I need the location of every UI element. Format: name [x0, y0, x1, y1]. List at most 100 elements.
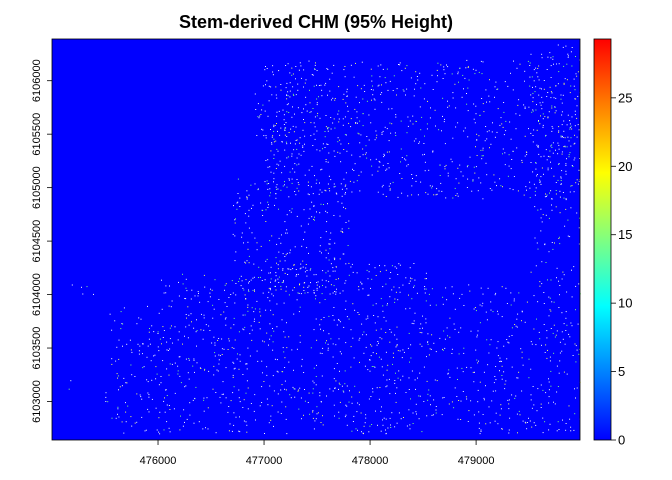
stem-point — [314, 116, 316, 118]
stem-point — [550, 91, 552, 93]
stem-point — [397, 196, 399, 198]
stem-point — [266, 332, 268, 334]
stem-point — [363, 352, 365, 354]
stem-point — [288, 268, 290, 270]
stem-point — [445, 287, 447, 289]
stem-point — [205, 427, 206, 429]
stem-point — [574, 388, 575, 390]
stem-point — [524, 155, 526, 157]
stem-point — [516, 318, 518, 320]
stem-point — [537, 301, 539, 303]
stem-point — [190, 313, 192, 315]
stem-point — [283, 331, 285, 333]
stem-point — [184, 335, 185, 337]
stem-point — [333, 319, 335, 321]
stem-point — [432, 151, 434, 153]
stem-point — [553, 97, 555, 99]
stem-point — [335, 278, 337, 280]
stem-point — [273, 425, 274, 427]
stem-point — [289, 252, 291, 254]
stem-point — [296, 148, 298, 150]
stem-point — [422, 327, 423, 329]
stem-point — [266, 68, 268, 69]
stem-point — [319, 182, 320, 184]
stem-point — [300, 397, 302, 399]
stem-point — [356, 111, 358, 113]
stem-point — [282, 253, 284, 255]
stem-point — [475, 113, 477, 115]
stem-point — [198, 292, 199, 294]
stem-point — [238, 389, 240, 391]
stem-point — [415, 71, 417, 73]
stem-point — [478, 177, 480, 179]
stem-point — [433, 342, 435, 344]
stem-point — [314, 126, 316, 128]
stem-point — [535, 344, 537, 346]
stem-point — [365, 417, 367, 419]
stem-point — [319, 286, 320, 288]
stem-point — [233, 347, 235, 349]
stem-point — [213, 365, 215, 367]
stem-point — [452, 92, 454, 94]
stem-point — [394, 298, 396, 300]
stem-point — [341, 353, 342, 355]
stem-point — [105, 392, 107, 394]
stem-point — [559, 352, 561, 354]
stem-point — [350, 366, 352, 368]
stem-point — [323, 317, 325, 318]
stem-point — [288, 196, 290, 198]
stem-point — [278, 276, 280, 278]
stem-point — [369, 370, 371, 372]
stem-point — [410, 77, 412, 79]
stem-point — [541, 88, 542, 90]
stem-point — [382, 305, 384, 307]
stem-point — [357, 122, 358, 124]
stem-point — [306, 270, 308, 271]
stem-point — [549, 356, 551, 358]
stem-point — [500, 408, 502, 410]
stem-point — [160, 382, 162, 384]
stem-point — [524, 135, 526, 137]
stem-point — [552, 248, 554, 250]
stem-point — [203, 399, 205, 401]
stem-point — [551, 126, 553, 128]
stem-point — [232, 392, 234, 394]
stem-point — [372, 94, 374, 96]
stem-point — [343, 93, 345, 95]
stem-point — [396, 344, 398, 346]
stem-point — [254, 394, 256, 396]
stem-point — [299, 335, 301, 337]
stem-point — [441, 190, 443, 192]
stem-point — [457, 418, 459, 420]
stem-point — [408, 377, 410, 379]
stem-point — [167, 350, 169, 351]
stem-point — [368, 263, 370, 265]
stem-point — [536, 175, 538, 177]
y-tick-label: 6105500 — [31, 113, 43, 156]
stem-point — [296, 157, 298, 159]
stem-point — [341, 231, 343, 233]
stem-point — [473, 103, 475, 105]
stem-point — [235, 283, 237, 284]
stem-point — [306, 110, 308, 112]
stem-point — [568, 405, 570, 407]
stem-point — [308, 285, 310, 287]
stem-point — [352, 337, 354, 339]
stem-point — [555, 206, 557, 208]
stem-point — [521, 357, 523, 359]
stem-point — [394, 266, 396, 268]
stem-point — [312, 145, 314, 146]
stem-point — [299, 284, 300, 286]
stem-point — [388, 108, 390, 110]
stem-point — [476, 334, 478, 336]
stem-point — [277, 278, 279, 280]
stem-point — [551, 130, 553, 132]
stem-point — [270, 415, 272, 417]
stem-point — [451, 161, 453, 163]
stem-point — [443, 330, 445, 332]
stem-point — [389, 183, 391, 185]
stem-point — [300, 267, 302, 269]
stem-point — [366, 157, 368, 159]
stem-point — [504, 388, 506, 390]
stem-point — [179, 356, 181, 358]
